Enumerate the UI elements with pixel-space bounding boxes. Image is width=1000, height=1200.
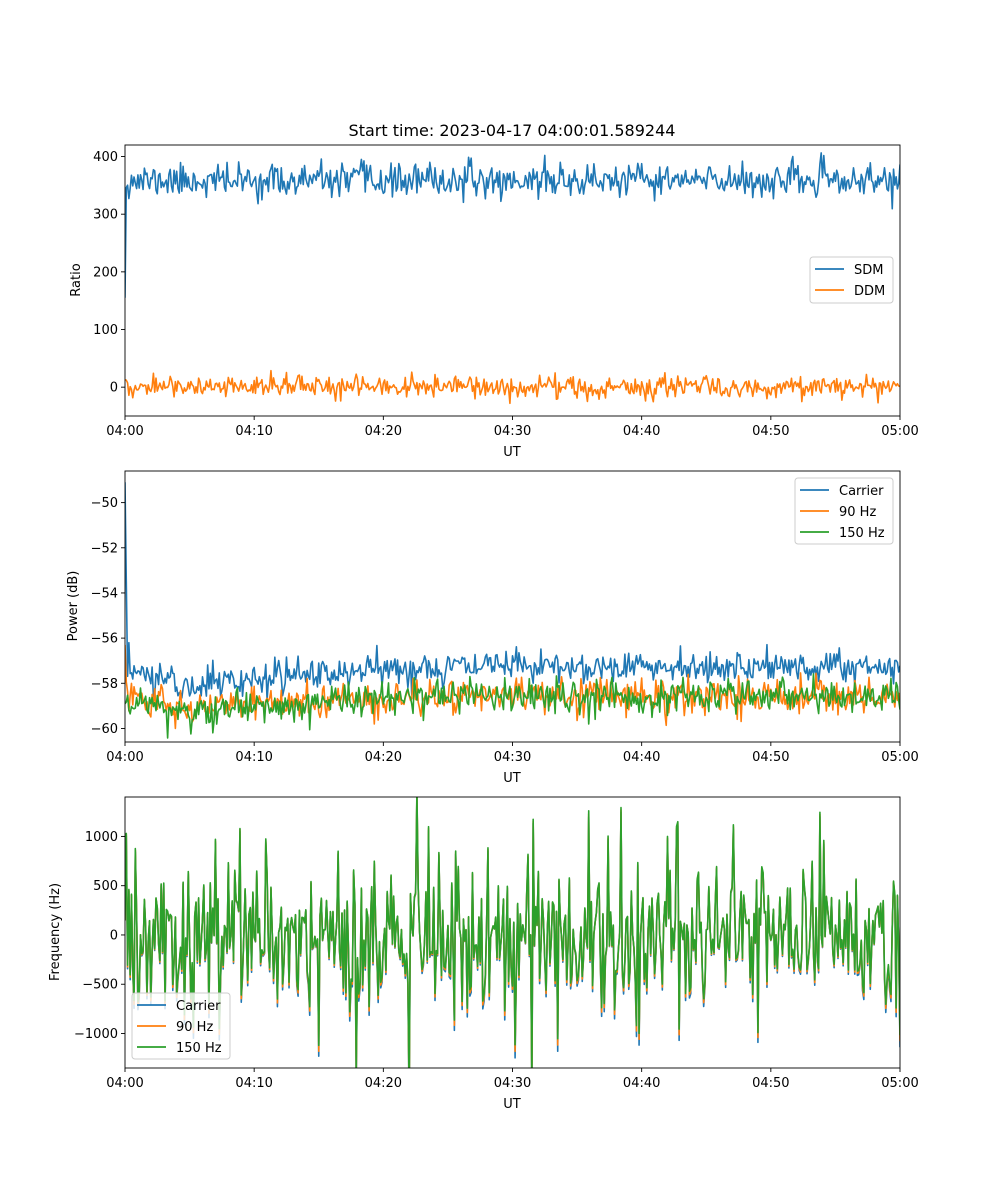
legend-label: Carrier bbox=[839, 484, 884, 499]
y-tick-label: −1000 bbox=[74, 1027, 118, 1042]
x-tick-label: 04:50 bbox=[752, 750, 789, 765]
y-tick-label: −58 bbox=[91, 677, 118, 692]
legend-label: 150 Hz bbox=[176, 1041, 222, 1056]
power-panel: Power (dB) UT 04:00 04:10 04:20 04:30 04:40 0… bbox=[66, 470, 919, 786]
y-axis-label: Power (dB) bbox=[66, 571, 81, 642]
y-tick-label: 0 bbox=[110, 381, 118, 396]
legend-label: 90 Hz bbox=[839, 505, 876, 520]
x-tick-label: 04:40 bbox=[623, 1076, 660, 1091]
x-tick-label: 04:00 bbox=[106, 1076, 143, 1091]
series-line-carrier bbox=[125, 482, 900, 702]
x-tick-label: 04:40 bbox=[623, 750, 660, 765]
series-line-150-hz bbox=[125, 797, 900, 1068]
x-tick-label: 04:10 bbox=[235, 750, 272, 765]
x-tick-label: 04:00 bbox=[106, 424, 143, 439]
legend-label: 150 Hz bbox=[839, 526, 885, 541]
y-tick-label: 100 bbox=[93, 323, 118, 338]
y-tick-label: 300 bbox=[93, 208, 118, 223]
x-tick-label: 04:30 bbox=[494, 424, 531, 439]
legend-box bbox=[131, 992, 231, 1060]
x-tick-label: 04:50 bbox=[752, 1076, 789, 1091]
y-tick-label: −54 bbox=[91, 586, 118, 601]
x-tick-label: 04:20 bbox=[365, 750, 402, 765]
series-line-ddm bbox=[125, 369, 900, 405]
y-tick-label: −60 bbox=[91, 722, 118, 737]
series-group bbox=[125, 797, 900, 1068]
y-tick-label: −50 bbox=[91, 496, 118, 511]
x-axis-label: UT bbox=[503, 445, 521, 460]
x-axis-label: UT bbox=[503, 1097, 521, 1112]
series-line-sdm bbox=[125, 152, 900, 298]
x-tick-label: 04:30 bbox=[494, 750, 531, 765]
legend-label: 90 Hz bbox=[176, 1020, 213, 1035]
y-tick-label: −56 bbox=[91, 632, 118, 647]
legend-label: DDM bbox=[854, 284, 885, 299]
x-tick-label: 04:20 bbox=[365, 424, 402, 439]
series-group bbox=[125, 482, 900, 739]
x-tick-label: 04:10 bbox=[235, 1076, 272, 1091]
y-axis-label: Ratio bbox=[69, 263, 84, 296]
legend-label: Carrier bbox=[176, 999, 221, 1014]
frequency-panel: Frequency (Hz) UT 04:00 04:10 04:20 04:30 04… bbox=[48, 796, 919, 1112]
legend: Carrier 90 Hz 150 Hz bbox=[131, 992, 231, 1060]
x-tick-label: 05:00 bbox=[881, 424, 918, 439]
legend-label: SDM bbox=[854, 263, 883, 278]
x-tick-label: 04:20 bbox=[365, 1076, 402, 1091]
series-group bbox=[125, 152, 900, 405]
x-tick-label: 04:50 bbox=[752, 424, 789, 439]
y-tick-label: 1000 bbox=[85, 830, 118, 845]
x-tick-label: 04:00 bbox=[106, 750, 143, 765]
legend: Carrier 90 Hz 150 Hz bbox=[794, 477, 894, 545]
x-tick-label: 04:30 bbox=[494, 1076, 531, 1091]
y-tick-label: 0 bbox=[110, 928, 118, 943]
ratio-panel: Start time: 2023-04-17 04:00:01.589244 R… bbox=[69, 121, 919, 460]
legend-box bbox=[794, 477, 894, 545]
y-axis-label: Frequency (Hz) bbox=[48, 883, 63, 981]
x-axis-label: UT bbox=[503, 771, 521, 786]
chart-title: Start time: 2023-04-17 04:00:01.589244 bbox=[349, 121, 676, 140]
y-tick-label: 500 bbox=[93, 879, 118, 894]
y-tick-label: 200 bbox=[93, 265, 118, 280]
y-tick-label: −52 bbox=[91, 541, 118, 556]
series-line-150-hz bbox=[125, 673, 900, 739]
y-tick-label: −500 bbox=[82, 978, 118, 993]
legend: SDM DDM bbox=[809, 256, 894, 304]
x-tick-label: 05:00 bbox=[881, 1076, 918, 1091]
y-tick-label: 400 bbox=[93, 150, 118, 165]
x-tick-label: 04:40 bbox=[623, 424, 660, 439]
x-tick-label: 04:10 bbox=[235, 424, 272, 439]
x-tick-label: 05:00 bbox=[881, 750, 918, 765]
